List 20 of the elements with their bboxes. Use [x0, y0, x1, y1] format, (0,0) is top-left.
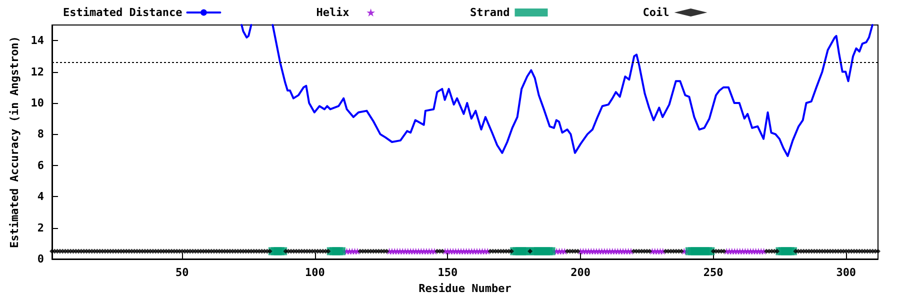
legend-label: Helix	[316, 6, 350, 19]
y-tick-label: 14	[30, 34, 44, 48]
y-tick-label: 10	[30, 96, 44, 110]
legend-label: Strand	[470, 6, 510, 19]
x-tick-label: 50	[176, 266, 189, 279]
legend-label: Coil	[642, 6, 670, 19]
y-tick-label: 6	[37, 158, 44, 172]
x-tick-label: 150	[438, 266, 458, 279]
y-tick-label: 4	[37, 190, 44, 204]
x-axis-title: Residue Number	[418, 282, 512, 295]
y-tick-label: 2	[37, 221, 44, 234]
x-tick-label: 100	[305, 266, 325, 279]
legend-label: Estimated Distance	[62, 6, 183, 19]
y-tick-label: 0	[37, 252, 44, 266]
y-tick-label: 8	[37, 128, 44, 141]
x-tick-label: 200	[570, 266, 590, 279]
y-axis-title: Estimated Accuracy (in Angstron)	[8, 36, 21, 248]
x-tick-label: 250	[703, 266, 724, 279]
y-tick-label: 12	[30, 65, 44, 78]
x-tick-label: 300	[836, 266, 856, 279]
